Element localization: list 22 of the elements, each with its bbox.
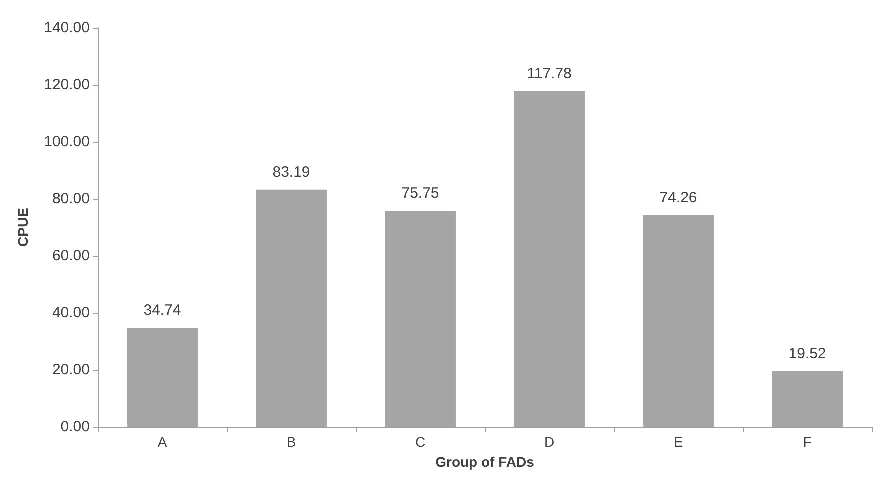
- data-label: 74.26: [660, 189, 698, 206]
- x-tick-label: A: [158, 434, 168, 450]
- data-label: 83.19: [272, 164, 310, 181]
- y-tick-label: 80.00: [52, 190, 90, 208]
- data-label: 75.75: [402, 185, 440, 202]
- y-tick-label: 100.00: [44, 134, 90, 150]
- y-tick-label: 40.00: [52, 304, 90, 322]
- x-tick-label: F: [803, 434, 812, 450]
- x-axis-title: Group of FADs: [436, 454, 535, 470]
- x-tick-label: C: [415, 434, 426, 450]
- x-tick-label: E: [674, 434, 684, 450]
- y-tick-label: 20.00: [52, 362, 90, 378]
- data-label: 19.52: [788, 345, 826, 362]
- data-label: 34.74: [144, 302, 182, 319]
- x-tick-label: B: [286, 434, 296, 450]
- y-tick-label: 140.00: [44, 20, 90, 36]
- y-tick-label: 0.00: [60, 418, 90, 436]
- x-tick-label: D: [544, 434, 555, 450]
- data-label: 117.78: [527, 65, 572, 82]
- y-tick-label: 60.00: [52, 248, 90, 264]
- y-tick-label: 120.00: [44, 76, 90, 94]
- y-axis-title: CPUE: [15, 208, 31, 247]
